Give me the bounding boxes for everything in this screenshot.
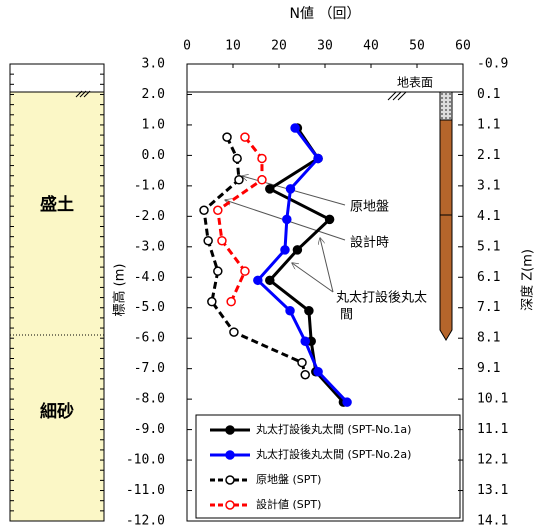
y-tick-label: -12.0 [126, 514, 165, 529]
column-top [10, 64, 104, 92]
soil-column [10, 92, 104, 521]
y2-tick-label: 1.1 [477, 117, 500, 132]
legend-label: 丸太打設後丸太間 (SPT-No.1a) [256, 422, 411, 436]
legend-marker [226, 501, 234, 509]
y-tick-label: -8.0 [134, 392, 165, 407]
legend-marker [226, 451, 234, 459]
data-point [208, 298, 216, 306]
data-point [235, 176, 243, 184]
data-point [326, 215, 334, 223]
legend-label: 設計値 (SPT) [256, 497, 321, 511]
y2-tick-label: 5.1 [477, 239, 500, 254]
data-point [314, 368, 322, 376]
data-point [258, 154, 266, 162]
annotation: 間 [340, 308, 353, 323]
annotation: 丸太打設後丸太 [336, 290, 427, 306]
data-point [287, 185, 295, 193]
y2-tick-label: 14.1 [477, 514, 508, 529]
y-tick-label: -7.0 [134, 361, 165, 376]
y-tick-label: -11.0 [126, 483, 165, 498]
y-tick-label: -10.0 [126, 453, 165, 468]
data-point [241, 133, 249, 141]
data-point [233, 154, 241, 162]
data-point [286, 307, 294, 315]
data-point [227, 298, 235, 306]
data-point [214, 206, 222, 214]
annotation: 設計時 [350, 235, 389, 251]
y2-tick-label: 9.1 [477, 361, 500, 376]
data-point [200, 206, 208, 214]
y2-tick-label: 4.1 [477, 209, 500, 224]
page: {"chart_data": {"type": "line", "title":… [0, 0, 539, 531]
legend-label: 丸太打設後丸太間 (SPT-No.2a) [256, 447, 411, 461]
data-point [301, 371, 309, 379]
data-point [241, 267, 249, 275]
y2-tick-label: 8.1 [477, 331, 500, 346]
data-point [230, 328, 238, 336]
legend-marker [226, 476, 234, 484]
pile [440, 120, 452, 340]
layer-label: 盛土 [40, 194, 74, 215]
y-tick-label: 1.0 [142, 117, 165, 132]
x-tick-label: 60 [455, 39, 471, 54]
x-tick-label: 10 [225, 39, 241, 54]
data-point [204, 237, 212, 245]
y2-tick-label: 13.1 [477, 483, 508, 498]
y-tick-label: -2.0 [134, 209, 165, 224]
data-point [314, 154, 322, 162]
ground-label: 地表面 [397, 76, 433, 90]
y2-tick-label: 2.1 [477, 148, 500, 163]
y2-tick-label: 0.1 [477, 87, 500, 102]
y-tick-label: -1.0 [134, 178, 165, 193]
annotation: 原地盤 [350, 200, 389, 215]
chart: 盛土 細砂 地表面 N値 （回） 標高 (m) 深度 Z(m) 原地盤 設計時 … [0, 0, 539, 531]
data-point [343, 398, 351, 406]
data-point [218, 237, 226, 245]
legend-label: 原地盤 (SPT) [256, 473, 321, 486]
pile-head [440, 92, 452, 120]
x-tick-label: 50 [409, 39, 425, 54]
layer-label: 細砂 [40, 401, 74, 422]
y2-tick-label: 12.1 [477, 453, 508, 468]
y-tick-label: -4.0 [134, 270, 165, 285]
y2-tick-label: -0.9 [477, 57, 508, 72]
y-tick-label: -5.0 [134, 300, 165, 315]
y-tick-label: -3.0 [134, 239, 165, 254]
y2-tick-label: 11.1 [477, 422, 508, 437]
data-point [258, 176, 266, 184]
y-tick-label: 2.0 [142, 87, 165, 102]
x-axis-title: N値 （回） [290, 6, 361, 22]
y-tick-label: 0.0 [142, 148, 165, 163]
x-tick-label: 20 [271, 39, 287, 54]
data-point [283, 215, 291, 223]
data-point [223, 133, 231, 141]
data-point [214, 267, 222, 275]
y2-tick-label: 7.1 [477, 300, 500, 315]
data-point [298, 359, 306, 367]
ground-hatch [388, 92, 406, 100]
x-tick-label: 40 [363, 39, 379, 54]
y-tick-label: 3.0 [142, 57, 165, 72]
data-point [254, 276, 262, 284]
data-point [293, 246, 301, 254]
y-tick-label: -6.0 [134, 331, 165, 346]
legend-marker [226, 426, 234, 434]
data-point [281, 246, 289, 254]
y2-tick-label: 3.1 [477, 178, 500, 193]
y-axis-title: 標高 (m) [112, 264, 128, 317]
x-tick-label: 0 [183, 39, 191, 54]
data-point [266, 276, 274, 284]
data-point [291, 124, 299, 132]
y2-axis-title: 深度 Z(m) [520, 249, 536, 311]
y2-tick-label: 6.1 [477, 270, 500, 285]
data-point [305, 307, 313, 315]
data-point [301, 337, 309, 345]
x-tick-label: 30 [317, 39, 333, 54]
y-tick-label: -9.0 [134, 422, 165, 437]
y2-tick-label: 10.1 [477, 392, 508, 407]
data-point [266, 185, 274, 193]
